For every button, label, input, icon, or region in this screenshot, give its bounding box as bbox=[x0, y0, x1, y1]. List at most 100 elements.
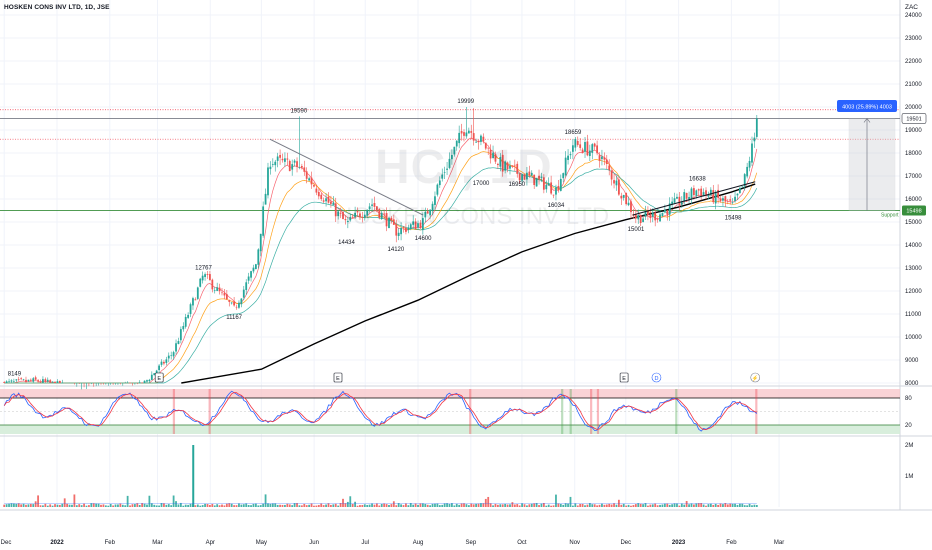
candle-body bbox=[153, 373, 156, 376]
volume-bar bbox=[75, 505, 78, 507]
candle-body bbox=[175, 343, 177, 352]
volume-bar bbox=[402, 505, 405, 507]
candle-body bbox=[487, 147, 490, 149]
y-tick-label: 20000 bbox=[905, 105, 922, 111]
volume-bar bbox=[419, 503, 422, 507]
ma-200-line bbox=[181, 183, 756, 384]
candle-body bbox=[238, 302, 240, 308]
candle-body bbox=[245, 282, 248, 290]
volume-bar bbox=[196, 504, 199, 507]
volume-bar bbox=[104, 505, 107, 507]
candle-body bbox=[467, 130, 470, 134]
support-label: Support bbox=[881, 213, 899, 219]
stochastic-lines bbox=[3, 390, 758, 432]
candle-body bbox=[426, 211, 429, 214]
volume-bar bbox=[591, 504, 594, 507]
candle-body bbox=[148, 379, 151, 382]
candle-body bbox=[622, 195, 625, 198]
candle-body bbox=[213, 290, 216, 291]
candle-body bbox=[455, 140, 458, 147]
price-axis-badge bbox=[901, 113, 927, 124]
dividend-marker bbox=[651, 372, 662, 383]
candle-body bbox=[138, 382, 141, 383]
y-tick-label: 22000 bbox=[905, 59, 922, 65]
volume-bar bbox=[54, 504, 56, 507]
volume-bar bbox=[501, 504, 504, 507]
candle-body bbox=[722, 198, 724, 201]
volume-bar bbox=[559, 503, 562, 507]
candle-body bbox=[8, 381, 10, 382]
x-tick-label: Apr bbox=[206, 540, 215, 546]
candle-body bbox=[545, 184, 548, 190]
signal-strip bbox=[208, 389, 211, 434]
volume-bar bbox=[286, 503, 289, 507]
volume-bar bbox=[368, 504, 371, 507]
candle-body bbox=[584, 142, 586, 152]
candle-body bbox=[724, 196, 727, 202]
event-marker-label: ⚡ bbox=[752, 375, 759, 382]
volume-bar bbox=[56, 504, 59, 507]
candle-body bbox=[184, 316, 187, 327]
volume-bar bbox=[247, 504, 250, 507]
candle-body bbox=[734, 196, 736, 202]
candle-body bbox=[288, 160, 291, 172]
candle-body bbox=[726, 201, 729, 202]
candle-body bbox=[651, 212, 654, 217]
volume-bar bbox=[80, 505, 83, 507]
volume-bar bbox=[678, 505, 681, 507]
candle-body bbox=[308, 178, 311, 181]
volume-bar bbox=[533, 503, 536, 507]
volume-bar bbox=[276, 504, 279, 507]
split-marker bbox=[750, 372, 761, 383]
candle-body bbox=[204, 274, 206, 277]
volume-bar bbox=[279, 504, 281, 507]
candle-body bbox=[29, 379, 32, 381]
volume-bar bbox=[673, 503, 676, 507]
watermark-symbol: HCI, 1D bbox=[375, 141, 553, 194]
volume-bar bbox=[378, 505, 381, 507]
candle-body bbox=[15, 379, 18, 381]
candle-body bbox=[526, 172, 528, 180]
x-tick-label: Oct bbox=[517, 540, 527, 546]
volume-bar bbox=[516, 504, 519, 507]
candle-body bbox=[489, 149, 492, 159]
candle-body bbox=[235, 306, 238, 308]
volume-bar bbox=[620, 504, 623, 507]
volume-bar bbox=[143, 503, 146, 507]
candle-body bbox=[702, 192, 705, 197]
candle-body bbox=[233, 301, 236, 306]
measure-arrowhead bbox=[863, 117, 871, 123]
candle-body bbox=[247, 276, 250, 281]
candle-body bbox=[562, 173, 565, 179]
volume-bar bbox=[298, 505, 301, 507]
volume-bar bbox=[598, 504, 601, 507]
candle-body bbox=[634, 214, 637, 219]
volume-bar bbox=[211, 503, 214, 507]
volume-bar bbox=[659, 504, 661, 507]
candle-body bbox=[303, 167, 306, 172]
volume-bar bbox=[463, 503, 465, 507]
candle-body bbox=[17, 378, 20, 380]
volume-bar bbox=[281, 504, 284, 507]
candle-body bbox=[414, 221, 417, 229]
candle-body bbox=[697, 189, 700, 191]
candle-body bbox=[250, 271, 252, 278]
price-label: 16638 bbox=[689, 176, 706, 182]
candle-body bbox=[216, 287, 219, 291]
candle-body bbox=[659, 214, 661, 222]
volume-bar bbox=[334, 503, 337, 507]
volume-bar bbox=[705, 505, 707, 507]
volume-bar bbox=[284, 504, 286, 507]
candle-body bbox=[608, 165, 611, 171]
candle-body bbox=[300, 166, 303, 168]
volume-bar bbox=[58, 504, 61, 507]
candle-body bbox=[673, 198, 676, 203]
candle-body bbox=[714, 191, 717, 204]
volume-tick-label: 1M bbox=[905, 474, 913, 480]
candle-body bbox=[3, 382, 6, 383]
volume-bar bbox=[12, 503, 15, 507]
volume-bar bbox=[354, 501, 357, 507]
candle-body bbox=[402, 226, 405, 228]
volume-bar bbox=[201, 505, 204, 507]
